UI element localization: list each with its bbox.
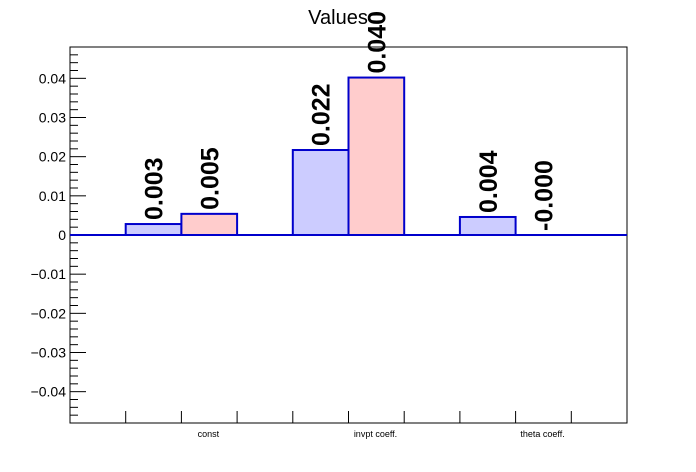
category-label: theta coeff.	[520, 429, 564, 439]
y-axis: −0.04 −0.03 −0.02 −0.01 0 0.01 0.02 0.03 0.04	[31, 54, 86, 424]
bar-invpt-coeff--blue	[291, 149, 350, 236]
category-labels: const invpt coeff. theta coeff.	[198, 429, 565, 439]
bar-value-label: 0.003	[141, 157, 169, 220]
category-label: const	[198, 429, 220, 439]
chart-title: Values	[308, 7, 368, 29]
bar-invpt-coeff--red	[347, 76, 406, 236]
y-tick-label: −0.04	[31, 384, 67, 400]
bar-const-blue	[124, 223, 183, 237]
y-tick-label: 0.04	[39, 70, 66, 86]
bar-const-red	[180, 212, 239, 237]
y-tick-label: 0.02	[39, 149, 66, 165]
x-axis	[125, 411, 572, 423]
data-labels: 0.003 0.005 0.022 0.040 0.004 -0.000	[141, 11, 559, 231]
bars	[124, 76, 573, 237]
bar-value-label: 0.022	[308, 83, 336, 146]
bar-value-label: 0.040	[363, 11, 391, 74]
y-tick-label: 0.01	[39, 188, 66, 204]
category-label: invpt coeff.	[354, 429, 397, 439]
y-tick-label: −0.01	[31, 266, 67, 282]
y-tick-label: 0	[58, 227, 66, 243]
y-tick-label: −0.03	[31, 345, 67, 361]
y-tick-label: −0.02	[31, 305, 67, 321]
bar-value-label: 0.005	[196, 147, 224, 210]
bar-theta-coeff--blue	[458, 215, 517, 237]
bar-value-label: -0.000	[530, 160, 558, 231]
bar-value-label: 0.004	[475, 150, 503, 213]
y-tick-label: 0.03	[39, 110, 66, 126]
